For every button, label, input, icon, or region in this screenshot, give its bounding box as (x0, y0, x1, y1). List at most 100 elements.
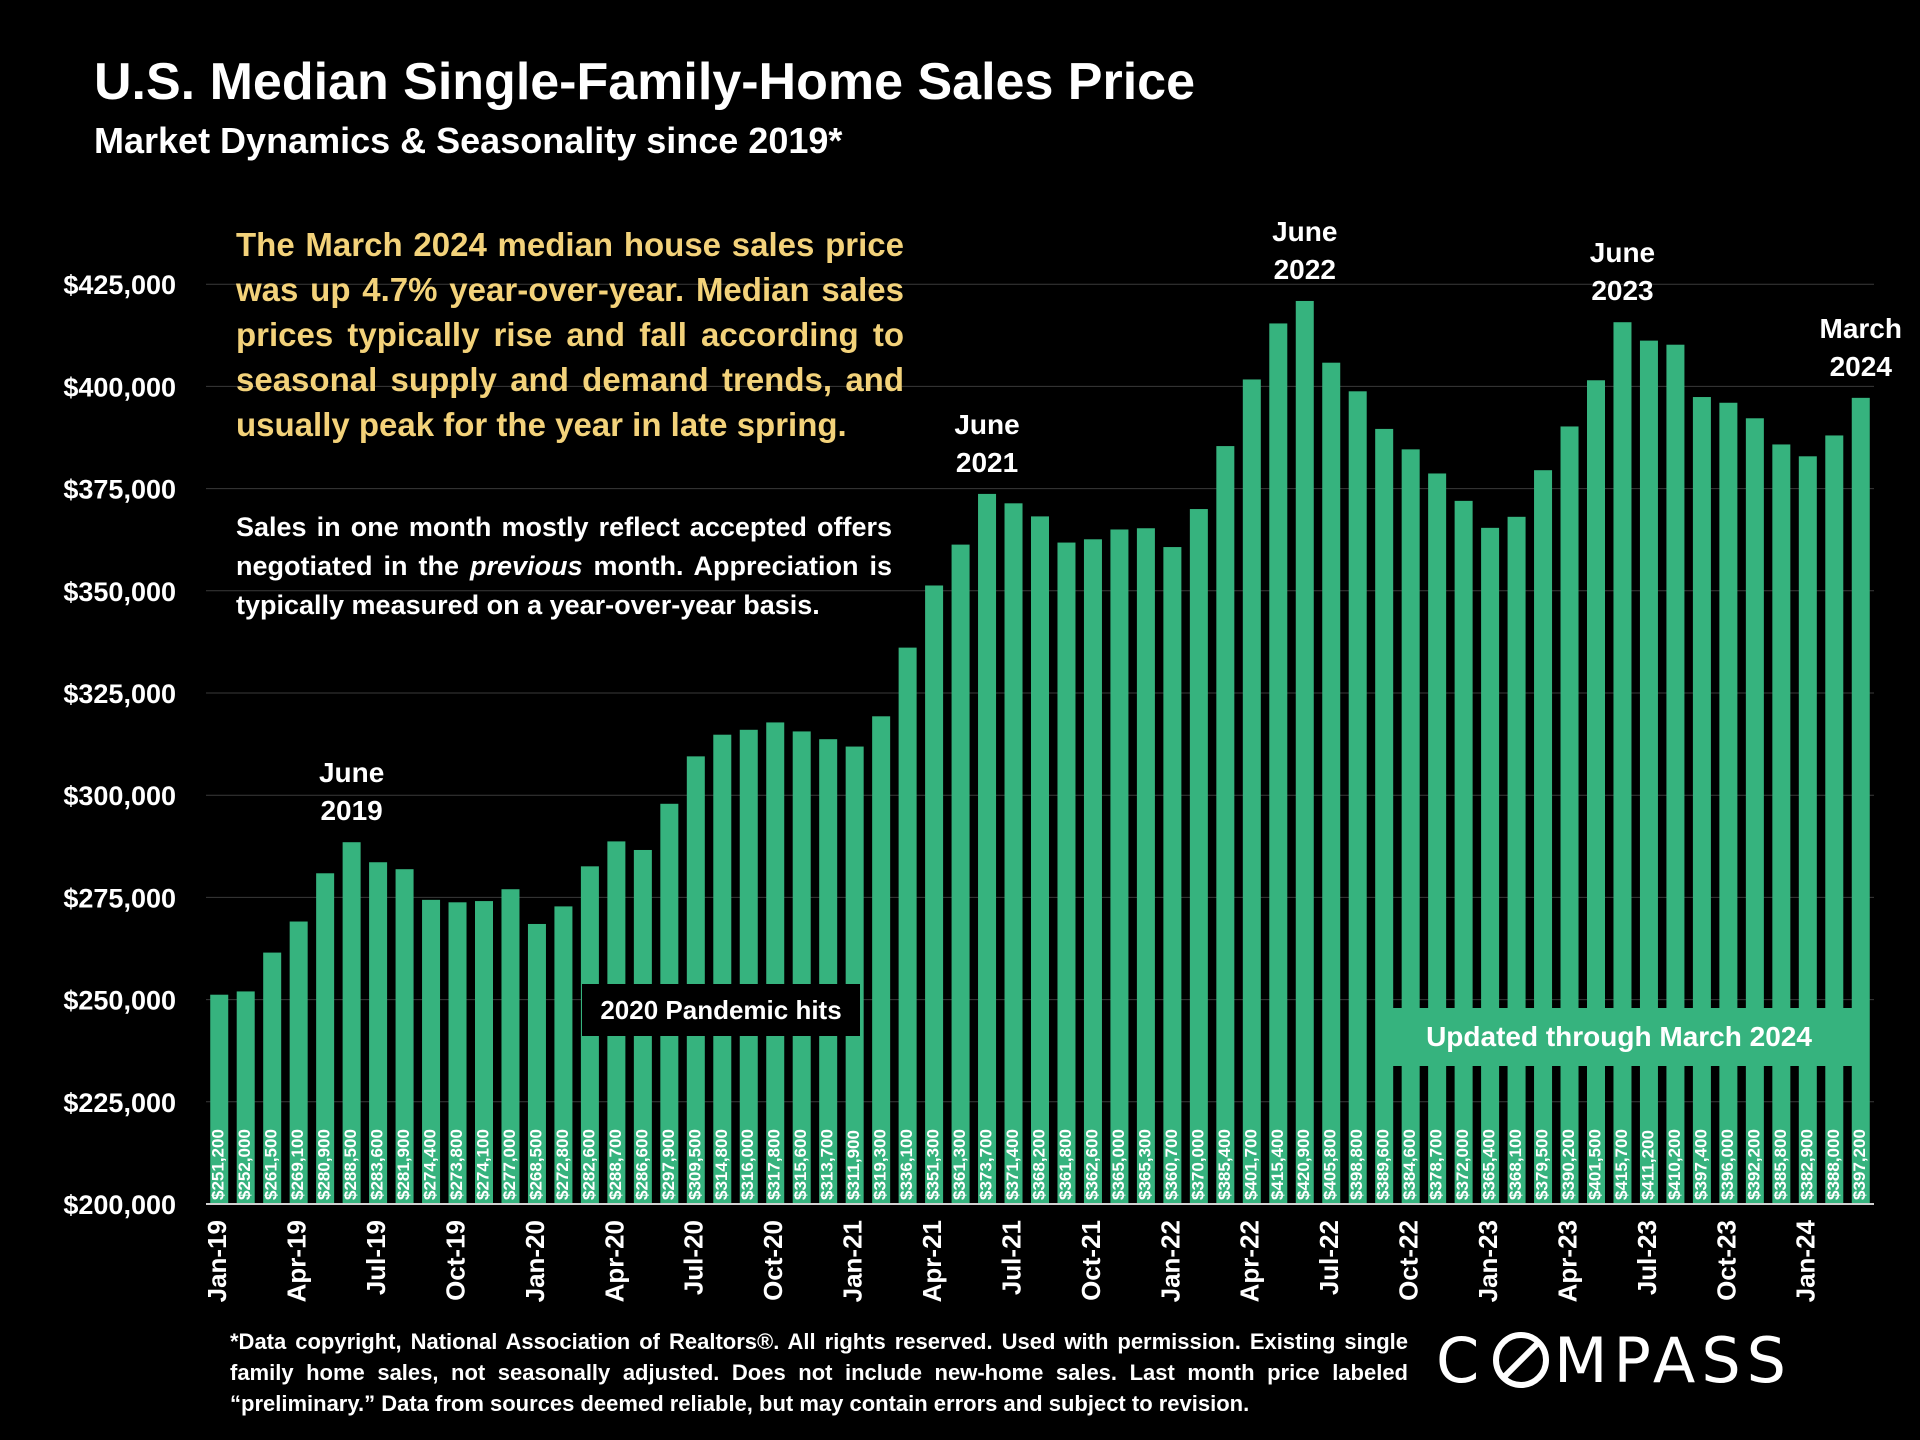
bar (1375, 428, 1394, 1205)
bar (1216, 446, 1235, 1204)
bar-value-label: $371,400 (1003, 1129, 1022, 1200)
bar-value-label: $251,200 (209, 1129, 228, 1200)
bar-value-label: $361,800 (1056, 1129, 1075, 1200)
bar-value-label: $373,700 (977, 1129, 996, 1200)
x-tick-label: Jan-19 (202, 1220, 232, 1302)
x-tick-label: Oct-19 (440, 1220, 470, 1301)
bar (1745, 418, 1764, 1205)
chart-title: U.S. Median Single-Family-Home Sales Pri… (94, 53, 1196, 111)
bar-value-label: $398,800 (1347, 1129, 1366, 1200)
bar (1798, 456, 1817, 1204)
svg-text:C: C (1436, 1324, 1485, 1394)
bar-value-label: $316,000 (738, 1129, 757, 1200)
bar (1110, 529, 1129, 1204)
bar (527, 923, 546, 1204)
bar (1639, 340, 1658, 1205)
x-tick-label: Oct-21 (1076, 1220, 1106, 1301)
bar-value-label: $388,000 (1824, 1129, 1843, 1200)
secondary-annotation-italic: previous (469, 551, 583, 581)
bar-value-label: $397,400 (1691, 1129, 1710, 1200)
bar-value-label: $368,200 (1029, 1129, 1048, 1200)
bar-value-label: $283,600 (368, 1129, 387, 1200)
bar (1454, 500, 1473, 1204)
bar-value-label: $274,100 (473, 1129, 492, 1200)
bar (1772, 444, 1791, 1204)
bar-value-label: $315,600 (791, 1129, 810, 1200)
bar-value-label: $252,000 (235, 1129, 254, 1200)
bar (766, 722, 785, 1204)
bar-value-label: $319,300 (871, 1129, 890, 1200)
bar (474, 901, 494, 1204)
bar-value-label: $297,900 (659, 1129, 678, 1200)
bar-value-label: $385,800 (1771, 1129, 1790, 1200)
bar (289, 921, 308, 1204)
bar (1189, 509, 1208, 1204)
bar (395, 869, 414, 1204)
bar-value-label: $396,000 (1718, 1129, 1737, 1200)
bar-value-label: $410,200 (1665, 1129, 1684, 1200)
footnote: *Data copyright, National Association of… (230, 1329, 1408, 1416)
bar (739, 729, 758, 1204)
bar-value-label: $274,400 (421, 1129, 440, 1200)
bar (925, 585, 944, 1204)
y-tick-label: $400,000 (63, 372, 176, 402)
y-tick-label: $200,000 (63, 1190, 176, 1220)
bar (819, 739, 838, 1204)
bar (872, 716, 891, 1204)
bar-value-label: $311,900 (844, 1130, 863, 1200)
bar (342, 842, 361, 1204)
bar-value-label: $420,900 (1294, 1129, 1313, 1200)
bar (316, 873, 335, 1204)
secondary-annotation-text-2: month. Appreciation is typically measure… (236, 551, 892, 620)
x-tick-label: Oct-23 (1711, 1220, 1741, 1301)
secondary-annotation: Sales in one month mostly reflect accept… (236, 508, 892, 625)
x-tick-label: Oct-22 (1394, 1220, 1424, 1301)
y-tick-label: $325,000 (63, 679, 176, 709)
bar-value-label: $365,300 (1135, 1129, 1154, 1200)
updated-label: Updated through March 2024 (1382, 1008, 1856, 1066)
bar-value-label: $273,800 (447, 1129, 466, 1200)
bar (1666, 344, 1685, 1204)
bar-value-label: $401,500 (1585, 1129, 1604, 1200)
bar (1586, 380, 1606, 1204)
x-tick-label: Jan-22 (1155, 1220, 1185, 1302)
peak-annotation: March (1820, 313, 1902, 344)
bar (1083, 539, 1102, 1204)
bar (210, 994, 229, 1204)
y-tick-label: $375,000 (63, 475, 176, 505)
bar (792, 731, 811, 1204)
bar-value-label: $336,100 (897, 1129, 916, 1200)
bar (1322, 362, 1341, 1205)
bar-value-label: $365,400 (1480, 1129, 1499, 1200)
bar (1269, 323, 1288, 1204)
bar (1428, 473, 1447, 1205)
bar-value-label: $277,000 (500, 1129, 519, 1200)
peak-annotation: June (954, 409, 1019, 440)
x-tick-label: Jul-19 (361, 1220, 391, 1295)
bar (1295, 300, 1314, 1204)
bar-value-label: $389,600 (1374, 1129, 1393, 1200)
x-tick-label: Jan-21 (838, 1220, 868, 1302)
bar-value-label: $392,200 (1744, 1129, 1763, 1200)
bar (1057, 542, 1076, 1204)
bar (1825, 435, 1844, 1204)
bar (1030, 516, 1050, 1204)
bar (1004, 503, 1023, 1205)
x-tick-label: Jan-24 (1791, 1219, 1821, 1302)
bar (1719, 402, 1738, 1204)
bar-value-label: $411,200 (1638, 1130, 1657, 1200)
bar (1534, 470, 1553, 1205)
bar (978, 493, 997, 1204)
x-tick-label: Jul-21 (996, 1220, 1026, 1295)
peak-annotation: June (1590, 237, 1655, 268)
bar (1481, 527, 1500, 1204)
bar (1136, 528, 1155, 1204)
bar-value-label: $281,900 (394, 1129, 413, 1200)
bar (236, 991, 255, 1204)
bar-value-label: $382,900 (1797, 1129, 1816, 1200)
x-tick-label: Jul-23 (1632, 1220, 1662, 1295)
bar (1692, 397, 1711, 1204)
peak-annotation: 2019 (320, 795, 382, 826)
bar-value-label: $385,400 (1215, 1129, 1234, 1200)
